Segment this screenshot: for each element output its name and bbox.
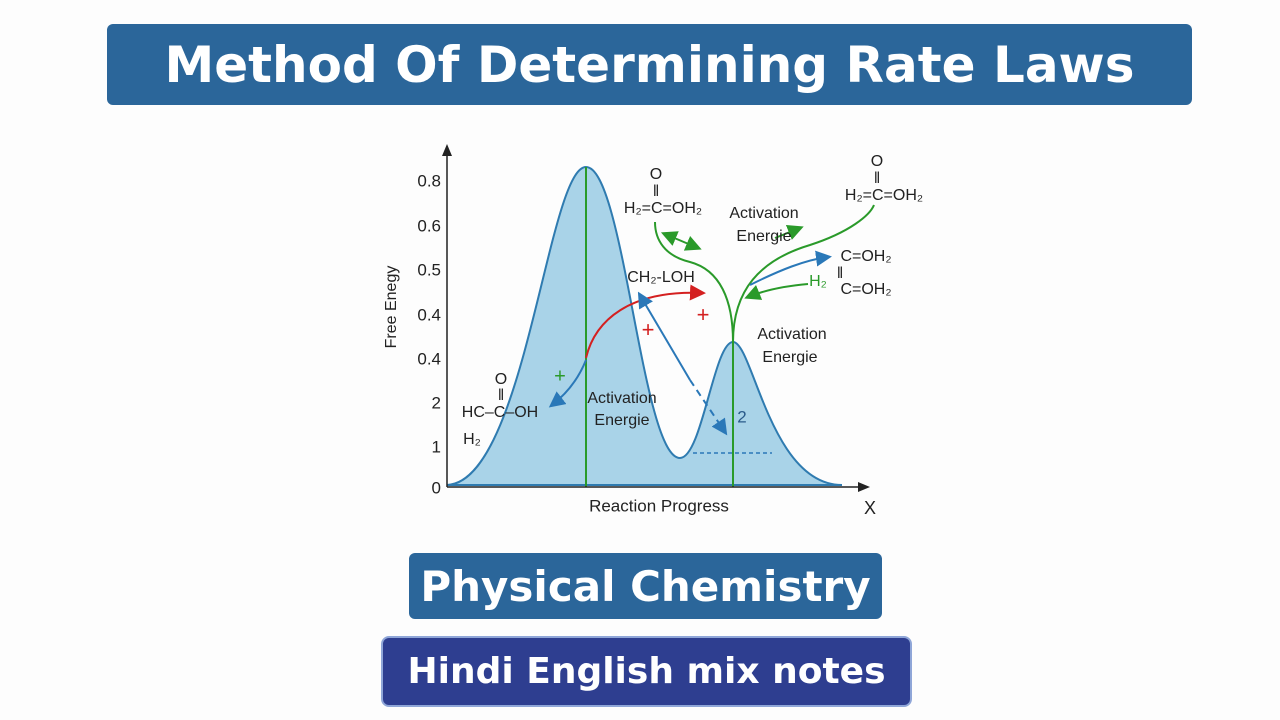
molecule-text: H₂=C=OH₂: [845, 187, 923, 204]
y-tick-label: 0.8: [417, 171, 441, 190]
annotation: CH₂-LOH: [627, 269, 695, 286]
arrow: [749, 250, 832, 286]
molecule-text: H₂=C=OH₂: [624, 200, 702, 217]
y-tick-label: 0.4: [417, 305, 441, 324]
molecule-text: ‖: [837, 265, 844, 282]
y-tick-label: 0.4: [417, 349, 441, 368]
annotation: Activation: [757, 326, 826, 343]
title-banner: Method Of Determining Rate Laws: [107, 24, 1192, 105]
axis-arrow: [442, 144, 452, 156]
molecule-text: H₂: [463, 431, 481, 448]
y-axis-label: Free Enegy: [383, 266, 400, 349]
molecule-text: C=OH₂: [840, 281, 891, 298]
arrow: [744, 283, 809, 300]
subject-banner: Physical Chemistry: [409, 553, 882, 619]
molecule-text: ‖: [874, 170, 881, 187]
molecule-text: C=OH₂: [840, 248, 891, 265]
molecule-text: H₂: [809, 273, 827, 290]
title: Method Of Determining Rate Laws: [164, 35, 1135, 94]
molecule-text: O: [650, 166, 662, 183]
arrow: [660, 231, 702, 251]
molecule-text: HC–C–OH: [462, 404, 538, 421]
plus-sign: +: [642, 317, 655, 342]
arrow: [774, 225, 804, 240]
axis-arrow: [858, 482, 870, 492]
arrow: [585, 284, 706, 359]
annotation: Energie: [762, 349, 817, 366]
energy-curve: [446, 165, 843, 486]
arrow: [689, 379, 728, 436]
plus-sign: +: [554, 365, 566, 387]
arrow: [637, 291, 691, 381]
green-branch: [654, 221, 734, 343]
subject: Physical Chemistry: [420, 561, 871, 611]
molecule-text: O: [495, 371, 507, 388]
x-axis-end: X: [864, 498, 876, 518]
molecule-text: ‖: [653, 183, 660, 200]
annotation: Energie: [736, 228, 791, 245]
arrow: [548, 359, 587, 408]
note-banner: Hindi English mix notes: [381, 636, 912, 707]
y-tick-label: 2: [432, 393, 441, 412]
plus-sign: +: [697, 302, 710, 327]
molecule-text: O: [871, 153, 883, 170]
x-axis-label: Reaction Progress: [589, 496, 729, 515]
green-branch: [732, 204, 875, 343]
y-tick-label: 0.6: [417, 216, 441, 235]
annotation: 2: [737, 407, 746, 426]
y-tick-label: 1: [432, 437, 441, 456]
y-tick-label: 0: [432, 478, 441, 497]
annotation: Energie: [594, 412, 649, 429]
annotation: Activation: [587, 390, 656, 407]
y-tick-label: 0.5: [417, 260, 441, 279]
molecule-text: ‖: [498, 387, 505, 404]
annotation: Activation: [729, 205, 798, 222]
note: Hindi English mix notes: [407, 651, 886, 692]
